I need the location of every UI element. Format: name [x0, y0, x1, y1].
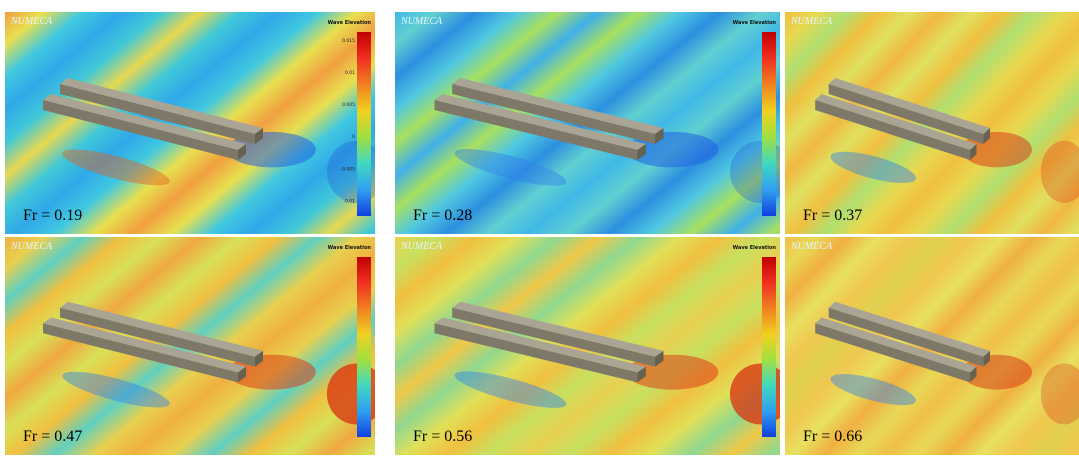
colorbar	[357, 32, 371, 216]
colorbar-title: Wave Elevation	[733, 245, 777, 251]
brand-label: NUMECA	[790, 16, 833, 27]
colorbar	[357, 257, 371, 437]
brand-label: NUMECA	[790, 241, 833, 252]
simulation-panel: NUMECA Fr = 0.47 Wave Elevation	[5, 237, 375, 455]
colorbar	[762, 257, 776, 437]
colorbar-tick: 0.005	[342, 102, 355, 108]
colorbar-title: Wave Elevation	[328, 245, 372, 251]
simulation-panel: NUMECA Fr = 0.56 Wave Elevation	[395, 237, 780, 455]
brand-label: NUMECA	[400, 16, 443, 27]
colorbar	[762, 32, 776, 216]
brand-label: NUMECA	[400, 241, 443, 252]
simulation-panel: NUMECA Fr = 0.19 Wave Elevation 0.015 0.01 0.…	[5, 12, 375, 234]
froude-label: Fr = 0.47	[23, 428, 82, 445]
colorbar-title: Wave Elevation	[733, 20, 777, 26]
colorbar-tick: -0.01	[343, 198, 355, 204]
figure: NUMECA Fr = 0.19 Wave Elevation 0.015 0.01 0.…	[0, 0, 1079, 457]
froude-label: Fr = 0.28	[413, 207, 472, 224]
simulation-panel: NUMECA Fr = 0.66	[785, 237, 1079, 455]
froude-label: Fr = 0.19	[23, 207, 82, 224]
brand-label: NUMECA	[10, 241, 53, 252]
colorbar-title: Wave Elevation	[328, 20, 372, 26]
brand-label: NUMECA	[10, 16, 53, 27]
colorbar-tick: -0.005	[340, 166, 355, 172]
colorbar-tick: 0	[352, 134, 355, 140]
froude-label: Fr = 0.56	[413, 428, 472, 445]
simulation-panel: NUMECA Fr = 0.28 Wave Elevation	[395, 12, 780, 234]
simulation-panel: NUMECA Fr = 0.37	[785, 12, 1079, 234]
froude-label: Fr = 0.66	[803, 428, 862, 445]
colorbar-tick: 0.01	[345, 70, 355, 76]
froude-label: Fr = 0.37	[803, 207, 862, 224]
colorbar-tick: 0.015	[342, 38, 355, 44]
